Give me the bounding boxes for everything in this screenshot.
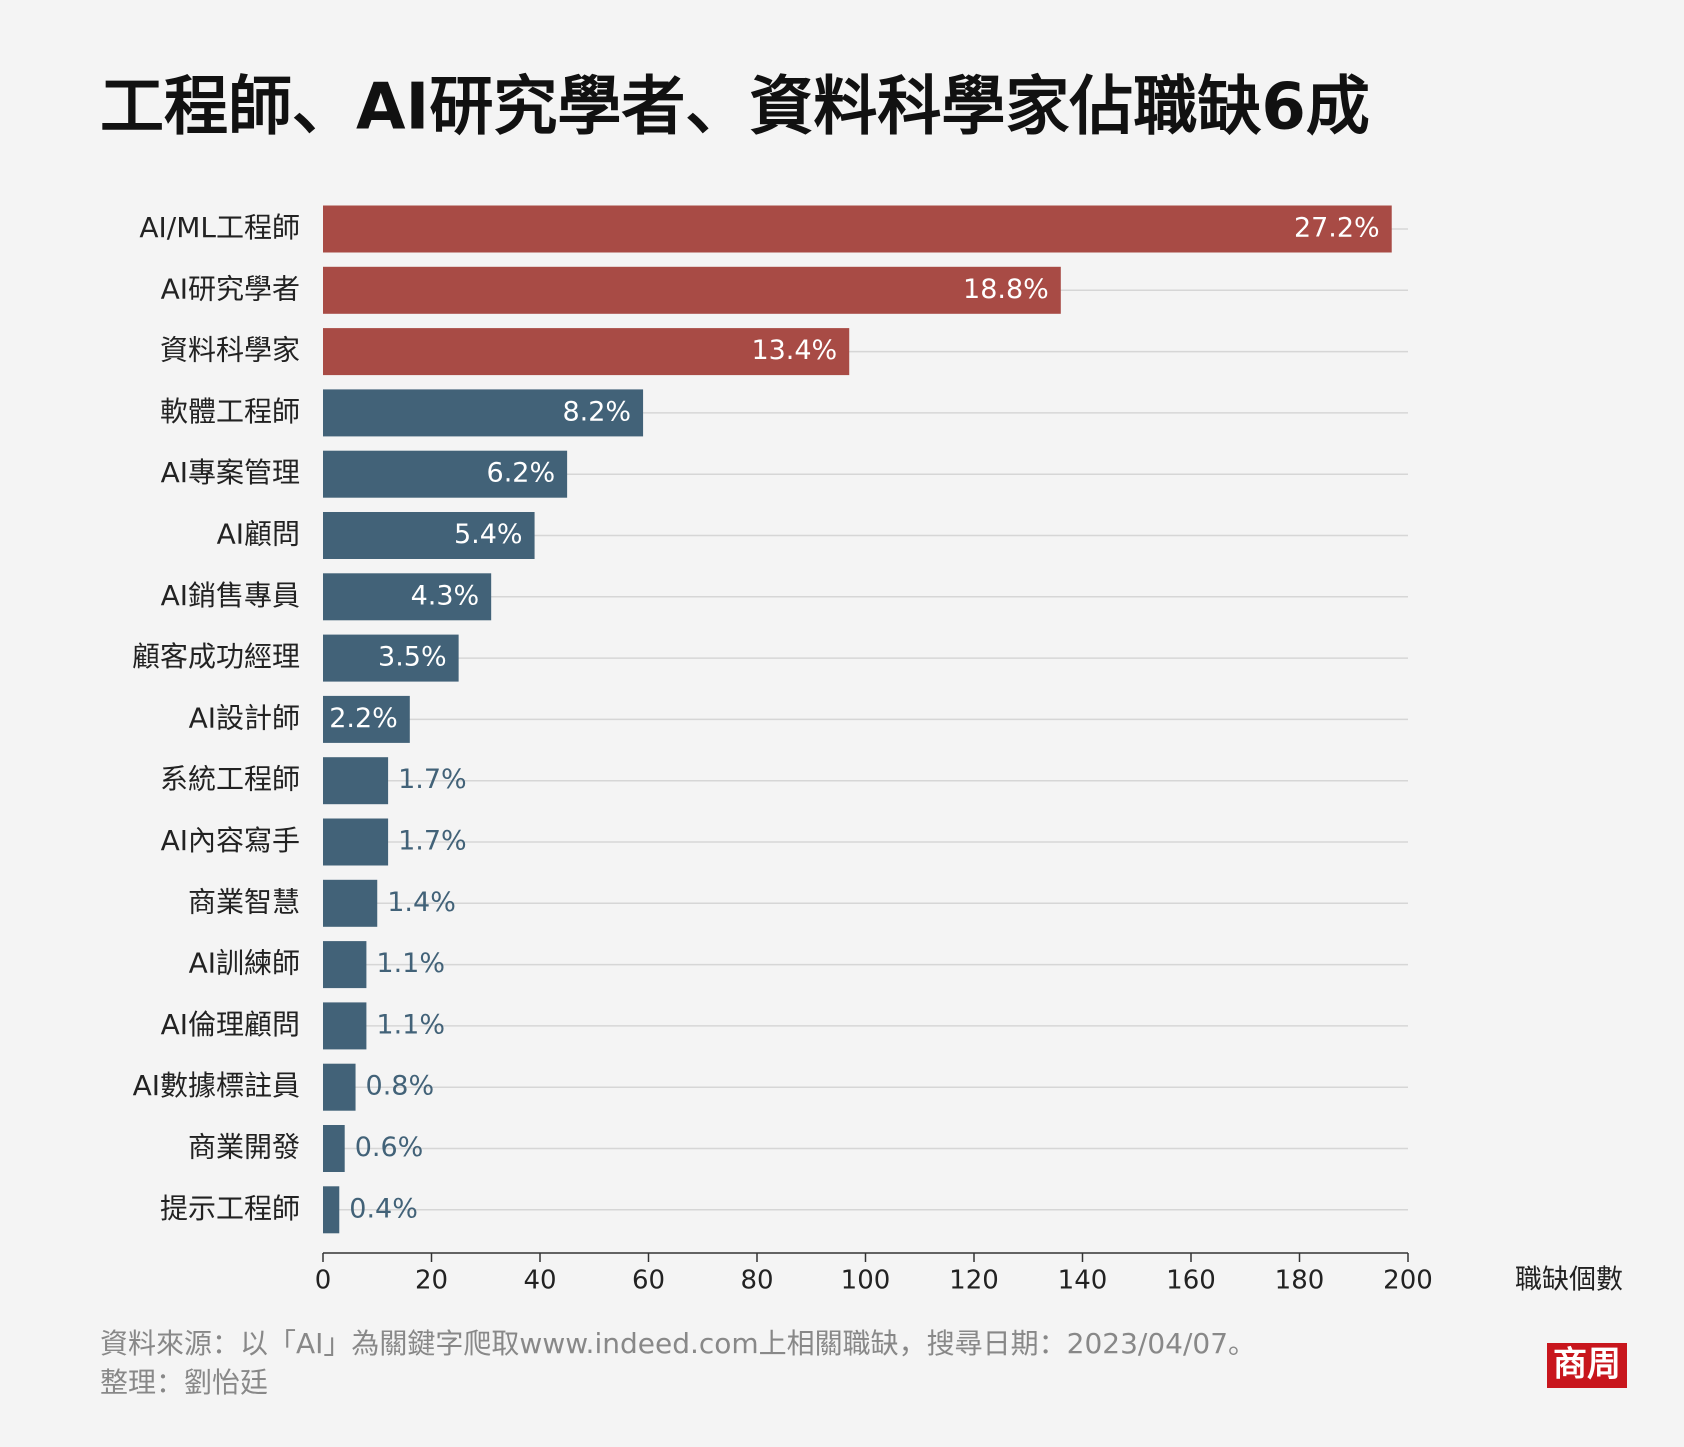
x-tick-label: 120 [949,1266,999,1296]
y-tick-label: AI訓練師 [189,947,300,980]
chart-title: 工程師、AI研究學者、資料科學家佔職缺6成 [100,71,1370,145]
credit-note: 整理：劉怡廷 [100,1366,268,1399]
y-tick-label: AI研究學者 [161,272,300,305]
y-tick-label: AI銷售專員 [161,579,300,612]
y-tick-label: AI專案管理 [161,456,300,489]
value-label: 13.4% [751,335,837,366]
value-label: 1.7% [398,764,467,795]
bar [323,389,644,437]
bar [323,512,535,559]
x-tick-label: 0 [315,1266,332,1296]
x-tick-label: 20 [415,1266,448,1296]
x-tick-label: 40 [523,1266,556,1296]
x-tick-label: 140 [1058,1266,1108,1296]
logo-box [1547,1343,1627,1388]
source-note: 資料來源：以「AI」為關鍵字爬取www.indeed.com上相關職缺，搜尋日期… [100,1327,1256,1360]
bar [323,1063,356,1111]
x-tick-label: 160 [1166,1266,1216,1296]
bar [323,328,850,376]
bar [323,757,389,805]
y-tick-label: 軟體工程師 [160,395,300,428]
y-tick-label: AI/ML工程師 [139,211,300,244]
bar [323,941,367,989]
x-tick-label: 200 [1383,1266,1433,1296]
value-label: 2.2% [329,703,398,734]
y-tick-label: 系統工程師 [160,763,300,796]
y-tick-label: 資料科學家 [160,334,300,367]
x-tick-label: 100 [841,1266,891,1296]
bar [323,266,1061,314]
value-label: 0.8% [366,1071,435,1102]
value-label: 18.8% [963,274,1049,305]
value-label: 1.1% [376,1009,445,1040]
y-tick-label: 商業開發 [188,1131,300,1164]
x-axis-label: 職缺個數 [1515,1265,1623,1296]
y-tick-label: AI顧問 [217,518,300,551]
y-tick-label: 商業智慧 [188,885,300,918]
x-tick-label: 180 [1275,1266,1325,1296]
y-tick-label: AI倫理顧問 [161,1008,300,1041]
value-label: 4.3% [411,580,480,611]
bar [323,1125,345,1172]
bar [323,634,459,682]
bar [323,573,492,621]
bar [323,1002,367,1050]
bar [323,450,568,498]
value-label: 1.1% [376,948,445,979]
value-label: 27.2% [1294,213,1380,244]
logo: 商周 [1553,1345,1621,1385]
y-tick-label: AI設計師 [189,701,300,734]
bar [323,818,389,866]
value-label: 8.2% [562,396,631,427]
value-label: 1.4% [387,887,456,918]
y-tick-label: 提示工程師 [160,1192,300,1225]
value-label: 6.2% [487,458,556,489]
x-tick-label: 60 [632,1266,665,1296]
value-label: 0.4% [349,1193,418,1224]
bar [323,1186,340,1234]
value-label: 5.4% [454,519,523,550]
value-label: 0.6% [355,1132,424,1163]
bar [323,879,378,927]
y-tick-label: AI內容寫手 [161,824,300,857]
value-label: 3.5% [378,642,447,673]
y-tick-label: 顧客成功經理 [132,640,300,673]
bar [323,695,410,743]
value-label: 1.7% [398,826,467,857]
x-tick-label: 80 [740,1266,773,1296]
y-tick-label: AI數據標註員 [133,1069,300,1102]
bar [323,205,1392,253]
